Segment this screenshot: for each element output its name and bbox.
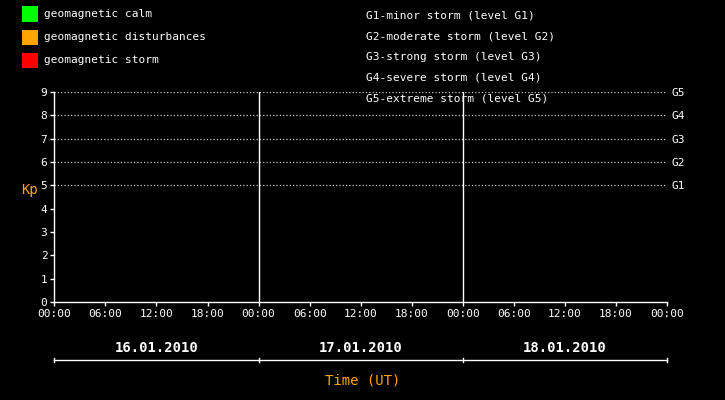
Text: 18.01.2010: 18.01.2010 [523, 341, 607, 355]
Text: 16.01.2010: 16.01.2010 [115, 341, 199, 355]
Text: geomagnetic calm: geomagnetic calm [44, 9, 152, 19]
Text: geomagnetic disturbances: geomagnetic disturbances [44, 32, 205, 42]
Text: G1-minor storm (level G1): G1-minor storm (level G1) [366, 10, 535, 20]
Text: G5-extreme storm (level G5): G5-extreme storm (level G5) [366, 93, 548, 103]
Text: geomagnetic storm: geomagnetic storm [44, 56, 158, 66]
Text: G2-moderate storm (level G2): G2-moderate storm (level G2) [366, 31, 555, 41]
Text: Time (UT): Time (UT) [325, 373, 400, 387]
Text: 17.01.2010: 17.01.2010 [319, 341, 402, 355]
Text: G4-severe storm (level G4): G4-severe storm (level G4) [366, 73, 542, 83]
Text: G3-strong storm (level G3): G3-strong storm (level G3) [366, 52, 542, 62]
Y-axis label: Kp: Kp [21, 183, 38, 197]
